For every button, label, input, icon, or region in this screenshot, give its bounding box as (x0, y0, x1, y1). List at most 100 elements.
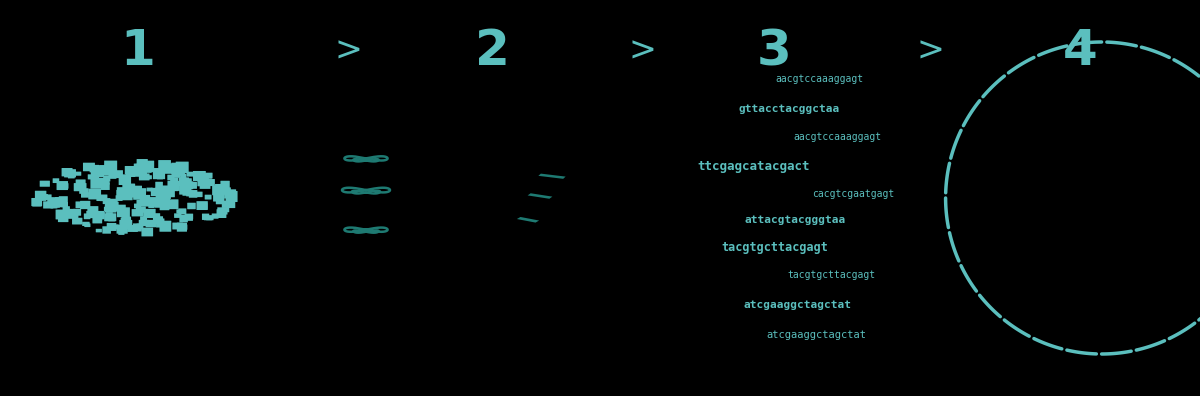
FancyBboxPatch shape (44, 194, 52, 199)
FancyBboxPatch shape (215, 184, 226, 192)
FancyBboxPatch shape (64, 169, 76, 177)
FancyBboxPatch shape (96, 165, 106, 173)
FancyBboxPatch shape (106, 203, 116, 210)
FancyBboxPatch shape (181, 189, 187, 194)
FancyBboxPatch shape (104, 213, 116, 221)
FancyBboxPatch shape (226, 201, 235, 208)
FancyBboxPatch shape (104, 167, 113, 174)
FancyBboxPatch shape (41, 194, 48, 200)
FancyBboxPatch shape (101, 183, 109, 190)
FancyBboxPatch shape (174, 213, 181, 218)
FancyBboxPatch shape (139, 195, 150, 202)
FancyBboxPatch shape (217, 207, 228, 215)
Text: atcgaaggctagctat: atcgaaggctagctat (767, 329, 866, 340)
FancyBboxPatch shape (86, 211, 98, 218)
FancyBboxPatch shape (216, 197, 224, 204)
FancyBboxPatch shape (122, 184, 134, 194)
FancyBboxPatch shape (96, 196, 104, 201)
FancyBboxPatch shape (226, 189, 236, 198)
FancyBboxPatch shape (103, 175, 110, 181)
FancyBboxPatch shape (137, 159, 148, 169)
FancyBboxPatch shape (84, 213, 90, 219)
FancyBboxPatch shape (133, 188, 146, 200)
FancyBboxPatch shape (205, 195, 211, 200)
Text: >: > (916, 35, 944, 68)
FancyBboxPatch shape (73, 209, 82, 216)
FancyBboxPatch shape (140, 172, 146, 176)
FancyBboxPatch shape (146, 197, 156, 205)
FancyBboxPatch shape (224, 190, 234, 198)
FancyBboxPatch shape (169, 164, 179, 171)
FancyBboxPatch shape (140, 216, 148, 220)
FancyBboxPatch shape (126, 169, 136, 177)
FancyBboxPatch shape (186, 190, 193, 196)
FancyBboxPatch shape (55, 197, 62, 202)
FancyBboxPatch shape (179, 177, 190, 186)
FancyBboxPatch shape (156, 196, 164, 203)
FancyBboxPatch shape (88, 206, 98, 215)
FancyBboxPatch shape (156, 187, 169, 199)
FancyBboxPatch shape (168, 181, 179, 191)
FancyBboxPatch shape (185, 181, 193, 189)
FancyBboxPatch shape (142, 228, 154, 236)
FancyBboxPatch shape (72, 218, 83, 225)
Text: tacgtgcttacgagt: tacgtgcttacgagt (721, 241, 828, 254)
FancyBboxPatch shape (176, 209, 182, 214)
FancyBboxPatch shape (139, 188, 146, 194)
Text: 4: 4 (1063, 27, 1097, 76)
FancyBboxPatch shape (157, 191, 170, 199)
FancyBboxPatch shape (151, 188, 157, 192)
FancyBboxPatch shape (211, 213, 218, 219)
FancyBboxPatch shape (76, 179, 85, 187)
FancyBboxPatch shape (155, 202, 163, 208)
FancyBboxPatch shape (194, 192, 203, 197)
FancyBboxPatch shape (172, 171, 180, 178)
FancyBboxPatch shape (160, 204, 169, 210)
FancyBboxPatch shape (108, 215, 115, 221)
FancyBboxPatch shape (132, 209, 143, 217)
Text: ttcgagcatacgact: ttcgagcatacgact (697, 160, 810, 173)
Bar (517, 217, 539, 223)
FancyBboxPatch shape (32, 200, 42, 207)
FancyBboxPatch shape (226, 191, 238, 202)
FancyBboxPatch shape (104, 207, 110, 211)
FancyBboxPatch shape (119, 220, 132, 229)
FancyBboxPatch shape (95, 171, 104, 177)
FancyBboxPatch shape (154, 171, 161, 176)
FancyBboxPatch shape (205, 179, 215, 186)
FancyBboxPatch shape (68, 211, 78, 219)
FancyBboxPatch shape (59, 183, 68, 189)
FancyBboxPatch shape (43, 201, 53, 209)
FancyBboxPatch shape (48, 197, 60, 206)
FancyBboxPatch shape (58, 215, 68, 222)
FancyBboxPatch shape (136, 166, 144, 172)
FancyBboxPatch shape (67, 209, 76, 216)
Text: tacgtgcttacgagt: tacgtgcttacgagt (788, 270, 876, 280)
FancyBboxPatch shape (90, 178, 103, 189)
FancyBboxPatch shape (88, 174, 95, 179)
FancyBboxPatch shape (179, 171, 185, 176)
FancyBboxPatch shape (204, 173, 212, 179)
FancyBboxPatch shape (223, 202, 229, 208)
FancyBboxPatch shape (205, 179, 212, 183)
FancyBboxPatch shape (127, 225, 138, 232)
FancyBboxPatch shape (97, 169, 104, 175)
FancyBboxPatch shape (156, 221, 166, 228)
FancyBboxPatch shape (90, 165, 100, 172)
FancyBboxPatch shape (168, 183, 179, 191)
Text: >: > (334, 35, 362, 68)
FancyBboxPatch shape (73, 183, 86, 191)
FancyBboxPatch shape (172, 163, 185, 174)
FancyBboxPatch shape (185, 213, 193, 219)
FancyBboxPatch shape (94, 212, 102, 219)
FancyBboxPatch shape (212, 185, 224, 195)
FancyBboxPatch shape (166, 199, 179, 209)
FancyBboxPatch shape (155, 182, 163, 188)
FancyBboxPatch shape (35, 191, 47, 201)
FancyBboxPatch shape (116, 187, 126, 194)
FancyBboxPatch shape (142, 161, 154, 172)
FancyBboxPatch shape (97, 166, 103, 170)
FancyBboxPatch shape (61, 202, 68, 208)
FancyBboxPatch shape (94, 212, 104, 219)
FancyBboxPatch shape (110, 202, 119, 208)
